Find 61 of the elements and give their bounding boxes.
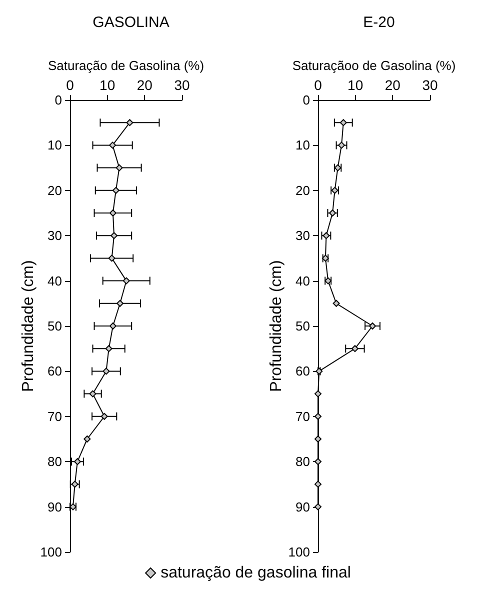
point	[109, 322, 116, 330]
legend-label: saturação de gasolina final	[160, 564, 351, 582]
y-tick-label: 10	[296, 138, 310, 153]
x-tick-label: 0	[314, 77, 322, 93]
y-tick-label: 70	[48, 408, 62, 424]
y-tick-label: 30	[296, 228, 310, 244]
y-tick-label: 100	[288, 544, 310, 560]
point	[122, 277, 130, 284]
point	[109, 142, 116, 149]
chart-title: GASOLINA	[92, 14, 170, 31]
chart-title: E-20	[363, 14, 395, 31]
y-axis-title: Profundidade (cm)	[268, 260, 285, 392]
y-tick-label: 0	[54, 92, 62, 108]
y-tick-label: 90	[296, 499, 310, 514]
x-tick-label: 30	[422, 77, 438, 93]
point	[126, 119, 134, 126]
point	[100, 412, 108, 420]
point	[116, 164, 123, 172]
y-tick-label: 90	[48, 499, 62, 514]
point	[314, 390, 322, 398]
x-tick-label: 10	[100, 77, 116, 93]
y-tick-label: 50	[48, 318, 62, 334]
y-tick-label: 30	[48, 228, 62, 244]
y-tick-label: 10	[48, 138, 62, 153]
point	[108, 254, 116, 262]
x-tick-label: 10	[348, 77, 364, 93]
point	[314, 436, 322, 442]
x-tick-label: 20	[136, 77, 153, 93]
y-tick-label: 20	[296, 182, 310, 198]
x-tick-label: 20	[384, 77, 401, 93]
point	[105, 345, 112, 352]
y-tick-label: 40	[296, 273, 310, 288]
point	[110, 232, 118, 240]
point	[109, 210, 116, 216]
y-tick-label: 40	[48, 273, 62, 288]
y-tick-label: 80	[48, 454, 62, 470]
x-axis-title: Saturaçãoo de Gasolina (%)	[292, 58, 456, 73]
point	[340, 119, 347, 126]
point	[112, 186, 120, 194]
point	[314, 412, 322, 420]
point	[369, 322, 376, 330]
y-axis-title: Profundidade (cm)	[20, 260, 37, 392]
point	[116, 300, 124, 307]
y-tick-label: 50	[296, 318, 310, 334]
point	[314, 458, 322, 466]
point	[314, 480, 322, 488]
y-tick-label: 100	[40, 544, 62, 560]
y-tick-label: 20	[48, 182, 62, 198]
y-tick-label: 70	[296, 408, 310, 424]
point	[102, 368, 110, 375]
x-tick-label: 0	[66, 77, 74, 93]
point	[351, 345, 358, 352]
point	[89, 390, 96, 398]
x-tick-label: 30	[174, 77, 190, 93]
point	[332, 300, 340, 307]
y-tick-label: 0	[302, 92, 310, 108]
point	[84, 436, 91, 442]
y-tick-label: 60	[296, 364, 310, 379]
y-tick-label: 80	[296, 454, 310, 470]
x-axis-title: Saturação de Gasolina (%)	[48, 58, 204, 73]
y-tick-label: 60	[48, 364, 62, 379]
